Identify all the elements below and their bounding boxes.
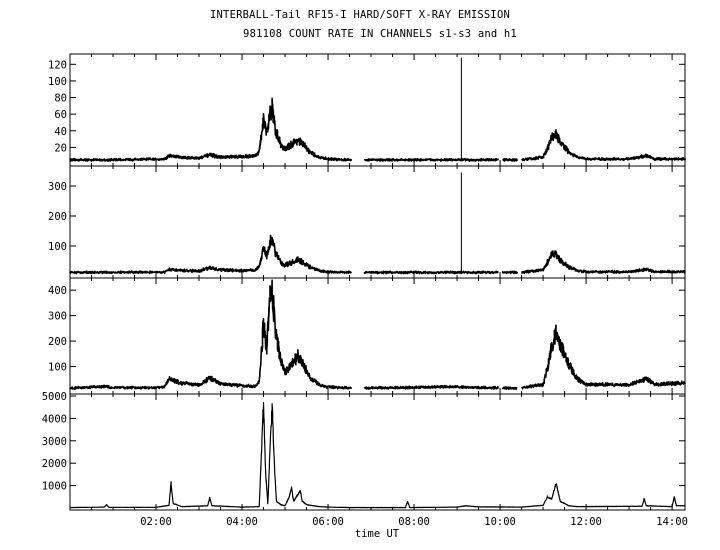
x-tick-label: 12:00	[570, 516, 602, 528]
panel-h1-trace-group	[69, 402, 686, 509]
axes-layer: 20 40 60 80 100 120 100 200 300 100 200 300 400 1000 2…	[42, 54, 688, 528]
panel-s1-y-tick-label: 80	[54, 93, 67, 105]
chart-title: INTERBALL-Tail RF15-I HARD/SOFT X-RAY EM…	[210, 9, 510, 21]
panel-s3-y-tick-label: 400	[48, 285, 67, 297]
panel-h1-y-tick-label: 3000	[42, 436, 67, 448]
panel-s2-frame	[69, 165, 686, 279]
x-tick-label: 08:00	[398, 516, 430, 528]
panel-s2-y-tick-label: 200	[48, 211, 67, 223]
panel-s1-series-line	[69, 97, 686, 162]
panel-s3-series-line	[69, 279, 686, 391]
panel-h1-frame	[69, 393, 686, 511]
panel-s2-trace-group	[69, 172, 686, 275]
panel-s3-y-tick-label: 200	[48, 336, 67, 348]
panel-s3-frame	[69, 277, 686, 395]
panel-h1-y-tick-label: 2000	[42, 458, 67, 470]
x-tick-label: 14:00	[656, 516, 688, 528]
panel-s1-y-tick-label: 20	[54, 142, 67, 154]
x-tick-label: 06:00	[312, 516, 344, 528]
frames-layer	[69, 53, 686, 511]
panel-s1-y-tick-label: 40	[54, 126, 67, 138]
x-axis-label: time UT	[355, 528, 400, 540]
chart-subtitle: 981108 COUNT RATE IN CHANNELS s1-s3 and …	[243, 28, 517, 40]
panel-h1-y-tick-label: 4000	[42, 413, 67, 425]
panel-s2-y-tick-label: 300	[48, 181, 67, 193]
panel-s1-trace-group	[69, 57, 686, 162]
panel-s1-y-tick-label: 120	[48, 59, 67, 71]
panel-h1-series-line	[69, 402, 686, 509]
x-tick-label: 02:00	[140, 516, 172, 528]
traces-layer	[69, 57, 686, 509]
x-tick-label: 10:00	[484, 516, 516, 528]
panel-s2-y-tick-label: 100	[48, 241, 67, 253]
panel-s1-frame	[69, 53, 686, 167]
panel-s2-series-line	[69, 234, 686, 275]
panel-s1-y-tick-label: 100	[48, 76, 67, 88]
panel-h1-y-tick-label: 1000	[42, 481, 67, 493]
panel-s3-y-tick-label: 300	[48, 311, 67, 323]
panel-s1-y-tick-label: 60	[54, 109, 67, 121]
panel-s3-y-tick-label: 100	[48, 362, 67, 374]
panel-s3-trace-group	[69, 279, 686, 391]
x-tick-label: 04:00	[226, 516, 258, 528]
panel-h1-y-tick-label: 5000	[42, 391, 67, 403]
